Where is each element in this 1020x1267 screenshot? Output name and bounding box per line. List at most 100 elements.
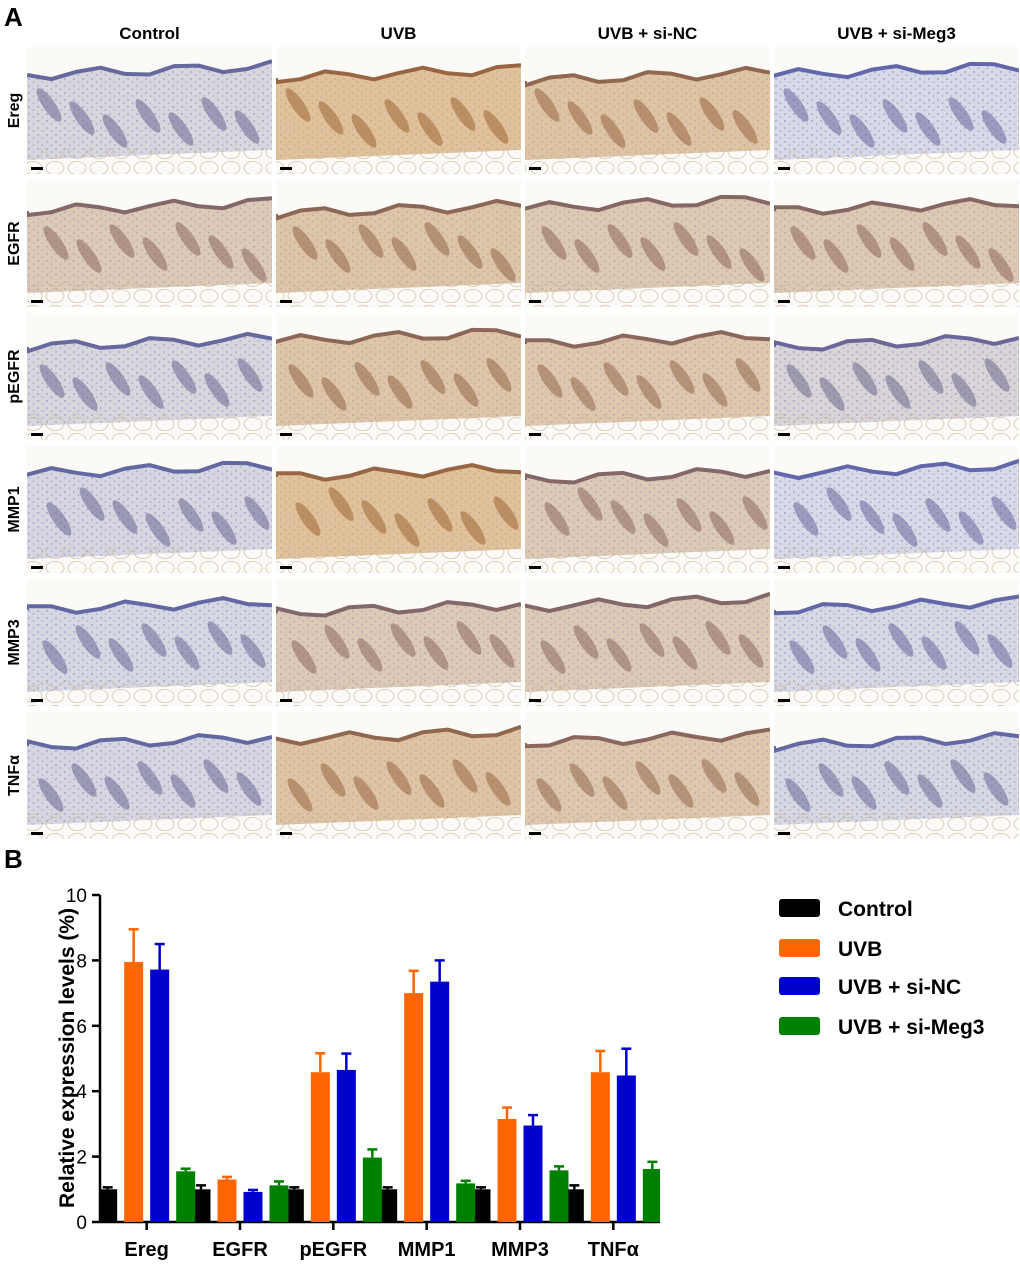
bar-uvb-si-nc-mmp1 (430, 981, 450, 1222)
y-tick-label: 2 (76, 1148, 87, 1169)
legend-swatch-uvb (779, 939, 820, 957)
error-bar-uvb-si-nc-pegfr (341, 1052, 352, 1070)
micrograph-mmp3-uvb-si-nc (525, 579, 770, 706)
y-tick-label: 4 (76, 1082, 87, 1103)
x-tick-label-tnf: TNFα (588, 1239, 640, 1261)
error-bar-uvb-si-meg3-ereg (180, 1167, 191, 1172)
bar-uvb-si-nc-ereg (150, 969, 170, 1222)
bars (100, 962, 660, 1222)
error-bar-uvb-mmp3 (502, 1106, 512, 1119)
bar-uvb-si-meg3-mmp3 (549, 1170, 569, 1222)
error-bar-uvb-tnf (595, 1049, 606, 1073)
micrograph-pegfr-uvb (276, 313, 521, 440)
error-bar-uvb-si-meg3-egfr (274, 1180, 284, 1186)
bar-uvb-ereg (124, 962, 144, 1222)
x-tick-label-egfr: EGFR (212, 1239, 268, 1261)
micrograph-pegfr-control (27, 313, 272, 440)
error-bar-uvb-si-meg3-pegfr (367, 1148, 378, 1158)
error-bar-control-mmp1 (382, 1186, 393, 1190)
row-labels: Ereg EGFR pEGFR MMP1 MMP3 TNFα (6, 93, 23, 796)
bar-control-pegfr (284, 1189, 304, 1222)
bar-uvb-si-meg3-ereg (176, 1171, 196, 1222)
x-tick-label-mmp1: MMP1 (398, 1239, 456, 1261)
row-label-tnf: TNFα (6, 755, 23, 796)
micrograph-tnf-uvb (276, 712, 521, 839)
error-bar-uvb-pegfr (315, 1052, 326, 1073)
micrograph-mmp1-control (27, 446, 272, 573)
x-axis: Ereg EGFR pEGFR MMP1 MMP3 TNFα (100, 1220, 660, 1261)
panel-a-label: A (4, 2, 23, 32)
micrograph-ereg-uvb-si-nc (525, 47, 770, 174)
error-bar-uvb-si-nc-mmp1 (434, 959, 445, 982)
micrograph-egfr-uvb (276, 180, 521, 307)
legend-label-uvb: UVB (838, 938, 882, 961)
error-bar-uvb-si-meg3-mmp3 (554, 1165, 564, 1171)
error-bar-uvb-si-meg3-mmp1 (460, 1179, 471, 1184)
bar-uvb-si-nc-egfr (243, 1191, 263, 1222)
bar-uvb-mmp1 (404, 993, 424, 1222)
column-header-control: Control (119, 24, 179, 43)
micrograph-egfr-uvb-si-meg3 (774, 180, 1019, 307)
micrograph-tnf-uvb-si-meg3 (774, 712, 1019, 839)
bar-uvb-si-nc-pegfr (336, 1069, 356, 1222)
micrograph-egfr-uvb-si-nc (525, 180, 770, 307)
column-header-uvb: UVB (381, 24, 417, 43)
y-tick-label: 10 (66, 886, 87, 907)
error-bar-uvb-ereg (128, 928, 139, 963)
bar-uvb-mmp3 (497, 1118, 517, 1222)
legend-swatch-uvb-si-nc (779, 977, 820, 995)
legend-item-uvb: UVB (779, 938, 882, 961)
bar-control-tnf (564, 1189, 584, 1222)
legend-item-uvb-si-meg3: UVB + si-Meg3 (779, 1016, 984, 1039)
error-bar-uvb-si-meg3-tnf (647, 1160, 658, 1170)
bar-uvb-si-meg3-mmp1 (456, 1183, 476, 1222)
error-bar-control-tnf (569, 1184, 580, 1190)
bar-control-egfr (191, 1189, 211, 1222)
bar-uvb-si-nc-tnf (616, 1075, 636, 1222)
x-tick-label-ereg: Ereg (124, 1239, 168, 1261)
bar-control-mmp1 (378, 1189, 398, 1222)
micrograph-ereg-uvb (276, 47, 521, 174)
error-bars (102, 928, 658, 1192)
error-bar-uvb-si-nc-egfr (248, 1188, 258, 1192)
micrograph-mmp3-uvb (276, 579, 521, 706)
y-tick-label: 6 (76, 1017, 87, 1038)
column-header-uvb-si-nc: UVB + si-NC (598, 24, 698, 43)
x-tick-label-mmp3: MMP3 (491, 1239, 549, 1261)
bar-uvb-si-meg3-egfr (269, 1185, 289, 1222)
bar-uvb-si-nc-mmp3 (523, 1125, 543, 1222)
legend-label-uvb-si-meg3: UVB + si-Meg3 (838, 1016, 984, 1039)
row-label-ereg: Ereg (6, 93, 23, 129)
micrograph-mmp3-uvb-si-meg3 (774, 579, 1019, 706)
x-tick-label-pegfr: pEGFR (299, 1239, 367, 1261)
micrograph-ereg-uvb-si-meg3 (774, 47, 1019, 174)
bar-uvb-tnf (590, 1072, 610, 1222)
row-label-mmp1: MMP1 (6, 486, 23, 532)
legend-label-uvb-si-nc: UVB + si-NC (838, 976, 961, 999)
error-bar-uvb-egfr (222, 1175, 232, 1180)
row-label-pegfr: pEGFR (6, 349, 23, 404)
bar-uvb-si-meg3-tnf (642, 1169, 660, 1222)
legend-swatch-control (779, 899, 820, 917)
micrograph-egfr-control (27, 180, 272, 307)
column-header-uvb-si-meg3: UVB + si-Meg3 (837, 24, 956, 43)
legend-label-control: Control (838, 898, 913, 921)
panel-b-label: B (4, 844, 23, 874)
micrograph-pegfr-uvb-si-meg3 (774, 313, 1019, 440)
error-bar-uvb-si-nc-tnf (621, 1047, 632, 1076)
micrograph-mmp1-uvb-si-meg3 (774, 446, 1019, 573)
y-tick-label: 0 (76, 1213, 87, 1234)
column-headers: Control UVB UVB + si-NC UVB + si-Meg3 (119, 24, 956, 43)
row-label-mmp3: MMP3 (6, 619, 23, 665)
bar-control-ereg (100, 1189, 118, 1222)
row-label-egfr: EGFR (6, 221, 23, 266)
bar-uvb-si-meg3-pegfr (362, 1157, 382, 1222)
y-tick-label: 8 (76, 951, 87, 972)
legend-item-uvb-si-nc: UVB + si-NC (779, 976, 961, 999)
bar-chart: 0 2 4 6 8 10 Ereg EGFR pEGFR MMP1 MMP3 TNFα Relati… (56, 886, 660, 1261)
bar-uvb-pegfr (310, 1072, 330, 1222)
y-axis: 0 2 4 6 8 10 (66, 886, 102, 1234)
micrograph-tnf-control (27, 712, 272, 839)
bar-uvb-egfr (217, 1179, 237, 1222)
